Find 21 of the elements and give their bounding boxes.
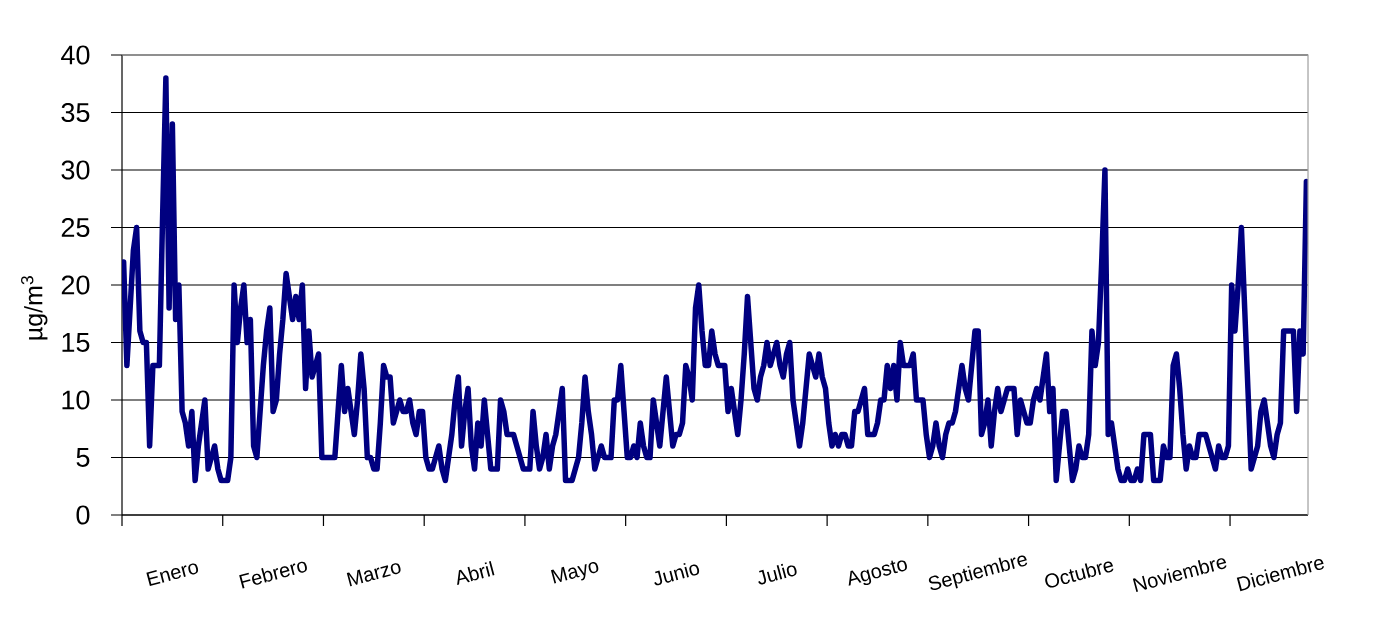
y-tick-label: 40 <box>61 45 90 65</box>
y-axis-title: µg/m$^{3}$ <box>21 276 48 340</box>
y-tick-label: 35 <box>61 102 90 123</box>
x-tick-label: Octubre <box>1045 561 1114 588</box>
x-tick-label: Abril <box>457 561 495 586</box>
x-tick-label: Febrero <box>239 561 307 589</box>
x-tick-label: Noviembre <box>1132 558 1227 592</box>
y-tick-label: 20 <box>61 275 90 295</box>
y-tick-label: 5 <box>76 448 90 467</box>
x-tick-label: Agosto <box>848 560 907 586</box>
x-tick-label: Marzo <box>346 563 401 587</box>
y-tick-label: 30 <box>61 160 90 180</box>
x-tick-label: Diciembre <box>1236 559 1324 592</box>
x-tick-label: Junio <box>654 562 700 586</box>
y-tick-label: 15 <box>62 333 90 352</box>
y-tick-label: 0 <box>76 505 90 525</box>
x-tick-label: Mayo <box>550 562 599 584</box>
x-tick-label: Enero <box>146 563 199 587</box>
y-tick-label: 25 <box>61 217 90 238</box>
y-tick-label: 10 <box>62 390 90 410</box>
x-tick-label: Julio <box>758 563 797 585</box>
